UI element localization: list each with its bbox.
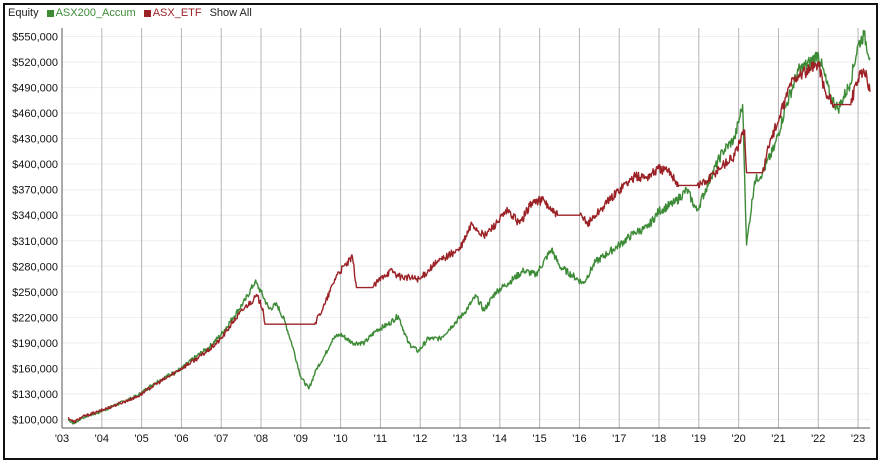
legend-title: Equity: [8, 7, 39, 19]
y-tick-label: $490,000: [12, 83, 58, 95]
x-tick-label: '11: [374, 433, 388, 445]
x-tick-label: '14: [493, 433, 507, 445]
y-tick-label: $250,000: [12, 287, 58, 299]
legend-entry-asx-etf[interactable]: ASX_ETF: [143, 7, 202, 19]
x-tick-label: '20: [731, 433, 745, 445]
x-tick-label: '13: [453, 433, 467, 445]
x-tick-label: '17: [612, 433, 626, 445]
x-tick-label: '16: [572, 433, 586, 445]
y-tick-label: $400,000: [12, 159, 58, 171]
x-tick-label: '19: [692, 433, 706, 445]
chart-frame: [3, 3, 878, 460]
x-tick-label: '21: [771, 433, 785, 445]
chart-legend: Equity ASX200_Accum ASX_ETF Show All: [8, 5, 252, 21]
y-tick-label: $190,000: [12, 338, 58, 350]
x-tick-label: '05: [134, 433, 148, 445]
x-tick-label: '03: [55, 433, 69, 445]
y-tick-label: $130,000: [12, 389, 58, 401]
y-tick-label: $370,000: [12, 185, 58, 197]
legend-entry-asx200-accum[interactable]: ASX200_Accum: [46, 7, 136, 19]
x-tick-label: '08: [254, 433, 268, 445]
x-tick-label: '12: [413, 433, 427, 445]
x-tick-label: '23: [851, 433, 865, 445]
legend-swatch-asx200-accum: [46, 9, 54, 17]
y-tick-label: $520,000: [12, 57, 58, 69]
y-tick-label: $310,000: [12, 236, 58, 248]
x-tick-label: '04: [95, 433, 109, 445]
show-all-link[interactable]: Show All: [209, 7, 252, 19]
x-tick-label: '22: [811, 433, 825, 445]
y-tick-label: $220,000: [12, 312, 58, 324]
x-tick-label: '09: [294, 433, 308, 445]
y-tick-label: $550,000: [12, 32, 58, 44]
legend-swatch-asx-etf: [143, 9, 151, 17]
y-tick-label: $280,000: [12, 261, 58, 273]
legend-label-asx-etf: ASX_ETF: [152, 7, 202, 19]
y-tick-label: $460,000: [12, 108, 58, 120]
x-tick-label: '10: [333, 433, 347, 445]
x-tick-label: '15: [532, 433, 546, 445]
y-tick-label: $340,000: [12, 210, 58, 222]
series-line-asx-etf: [67, 61, 871, 423]
x-tick-label: '07: [214, 433, 228, 445]
legend-label-asx200-accum: ASX200_Accum: [55, 7, 136, 19]
y-tick-label: $100,000: [12, 414, 58, 426]
x-tick-label: '06: [174, 433, 188, 445]
x-tick-label: '18: [652, 433, 666, 445]
y-tick-label: $160,000: [12, 363, 58, 375]
y-tick-label: $430,000: [12, 134, 58, 146]
